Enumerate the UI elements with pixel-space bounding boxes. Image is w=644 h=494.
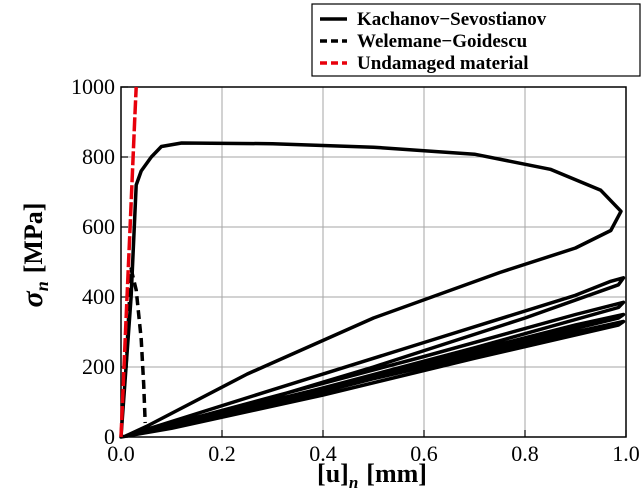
legend-box <box>311 3 641 77</box>
y-tick-label: 200 <box>82 354 115 379</box>
series-welemane-goidescu <box>124 267 147 424</box>
series-lines <box>119 86 626 439</box>
series-kachanov-sevostianov <box>119 141 626 439</box>
y-tick-label: 600 <box>82 214 115 239</box>
y-tick-label: 800 <box>82 144 115 169</box>
y-axis-label-unit: [MPa] <box>19 203 48 274</box>
plot-frame <box>120 86 627 438</box>
x-tick-label: 0.6 <box>410 441 438 466</box>
x-axis-label-symbol: [u] <box>317 459 349 488</box>
x-axis-label: [u]n [mm] <box>317 459 427 492</box>
x-axis-label-subscript: n <box>349 473 358 492</box>
x-tick-label: 0.8 <box>511 441 539 466</box>
legend: Kachanov−Sevostianov Welemane−Goidescu U… <box>311 3 641 77</box>
legend-label-undamaged: Undamaged material <box>357 53 529 74</box>
x-tick-label: 0.4 <box>309 441 337 466</box>
y-axis-label-subscript: n <box>32 281 52 291</box>
y-tick-label: 1000 <box>71 74 115 99</box>
axis-ticks: 0.0 0.2 0.4 0.6 0.8 1.0 0 200 400 600 800 1000 <box>71 74 640 466</box>
x-tick-label: 0.2 <box>208 441 236 466</box>
series-undamaged-material <box>119 86 138 438</box>
x-tick-label: 0.0 <box>107 441 135 466</box>
y-axis-label-symbol: σ <box>16 290 49 307</box>
legend-label-welemane: Welemane−Goidescu <box>357 31 528 52</box>
y-tick-label: 400 <box>82 284 115 309</box>
x-axis-label-unit: [mm] <box>366 459 427 488</box>
legend-label-kachanov: Kachanov−Sevostianov <box>357 9 547 30</box>
y-tick-label: 0 <box>104 424 115 449</box>
x-tick-label: 1.0 <box>612 441 640 466</box>
y-axis-label: σn [MPa] <box>16 203 52 308</box>
